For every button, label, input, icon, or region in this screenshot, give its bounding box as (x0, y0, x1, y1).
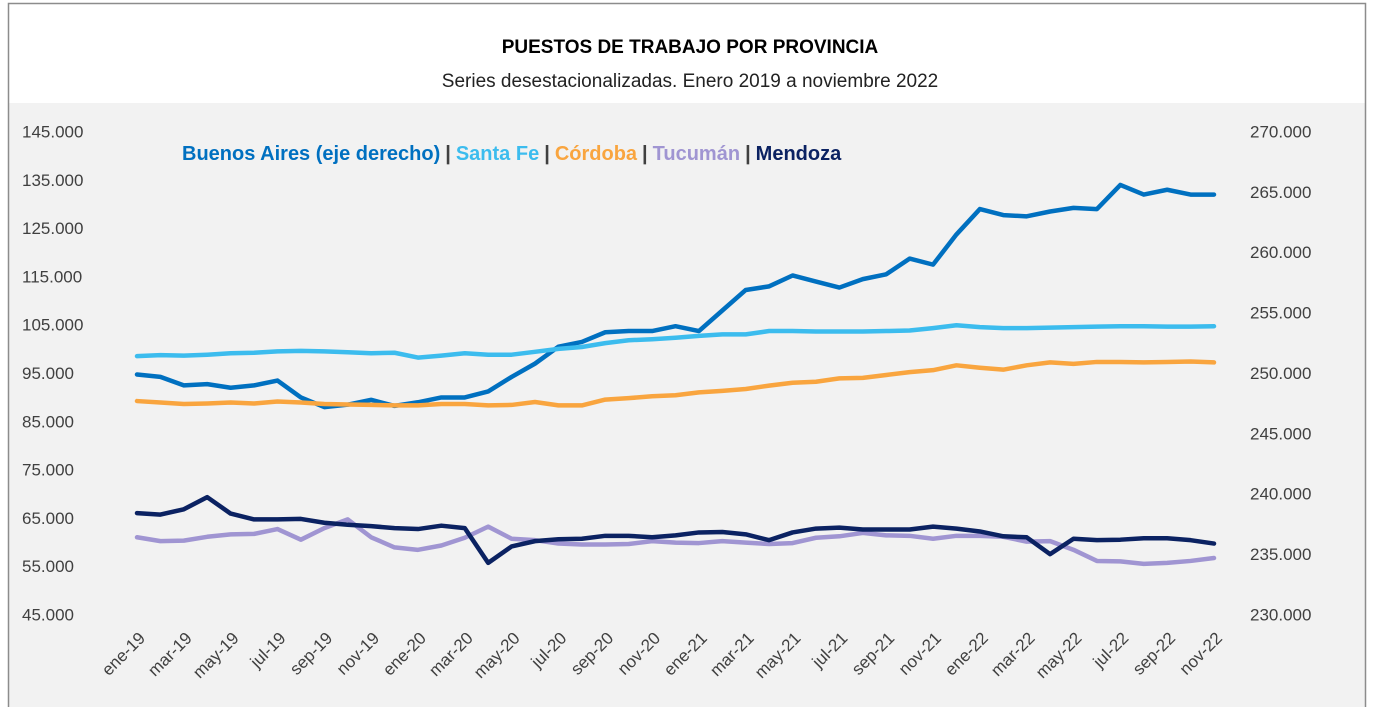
legend-entry: Córdoba (555, 143, 638, 165)
y-tick-label: 75.000 (22, 461, 74, 480)
y-tick-label: 85.000 (22, 412, 74, 431)
series-line (134, 359, 1217, 408)
y2-tick-label: 250.000 (1250, 364, 1311, 383)
series-line (134, 322, 1217, 360)
y2-tick-label: 270.000 (1250, 122, 1311, 141)
y-tick-label: 65.000 (22, 509, 74, 528)
y-tick-label: 145.000 (22, 122, 83, 141)
legend-separator: | (544, 143, 550, 165)
chart-title: PUESTOS DE TRABAJO POR PROVINCIA (502, 37, 879, 58)
legend-separator: | (445, 143, 451, 165)
y2-tick-label: 235.000 (1250, 545, 1311, 564)
frame (7, 2, 1367, 707)
legend-entry: Tucumán (653, 143, 740, 165)
y2-tick-label: 260.000 (1250, 243, 1311, 262)
chart-subtitle: Series desestacionalizadas. Enero 2019 a… (442, 71, 938, 92)
y-tick-label: 45.000 (22, 605, 74, 624)
legend-entry: Santa Fe (456, 143, 539, 165)
series-line (134, 494, 1217, 566)
y-tick-label: 95.000 (22, 364, 74, 383)
y2-tick-label: 230.000 (1250, 605, 1311, 624)
y2-tick-label: 245.000 (1250, 424, 1311, 443)
y-tick-label: 125.000 (22, 219, 83, 238)
y-tick-label: 105.000 (22, 316, 83, 335)
y-tick-label: 55.000 (22, 557, 74, 576)
y2-tick-label: 265.000 (1250, 183, 1311, 202)
legend: Buenos Aires (eje derecho) | Santa Fe | Córd… (182, 143, 842, 165)
legend-entry: Mendoza (756, 143, 842, 165)
plot-background (9, 103, 1365, 707)
y-tick-label: 115.000 (22, 267, 82, 286)
y2-tick-label: 255.000 (1250, 304, 1311, 323)
legend-entry: Buenos Aires (eje derecho) (182, 143, 440, 165)
y-tick-label: 135.000 (22, 171, 83, 190)
y2-tick-label: 240.000 (1250, 485, 1311, 504)
legend-separator: | (642, 143, 648, 165)
legend-separator: | (745, 143, 751, 165)
